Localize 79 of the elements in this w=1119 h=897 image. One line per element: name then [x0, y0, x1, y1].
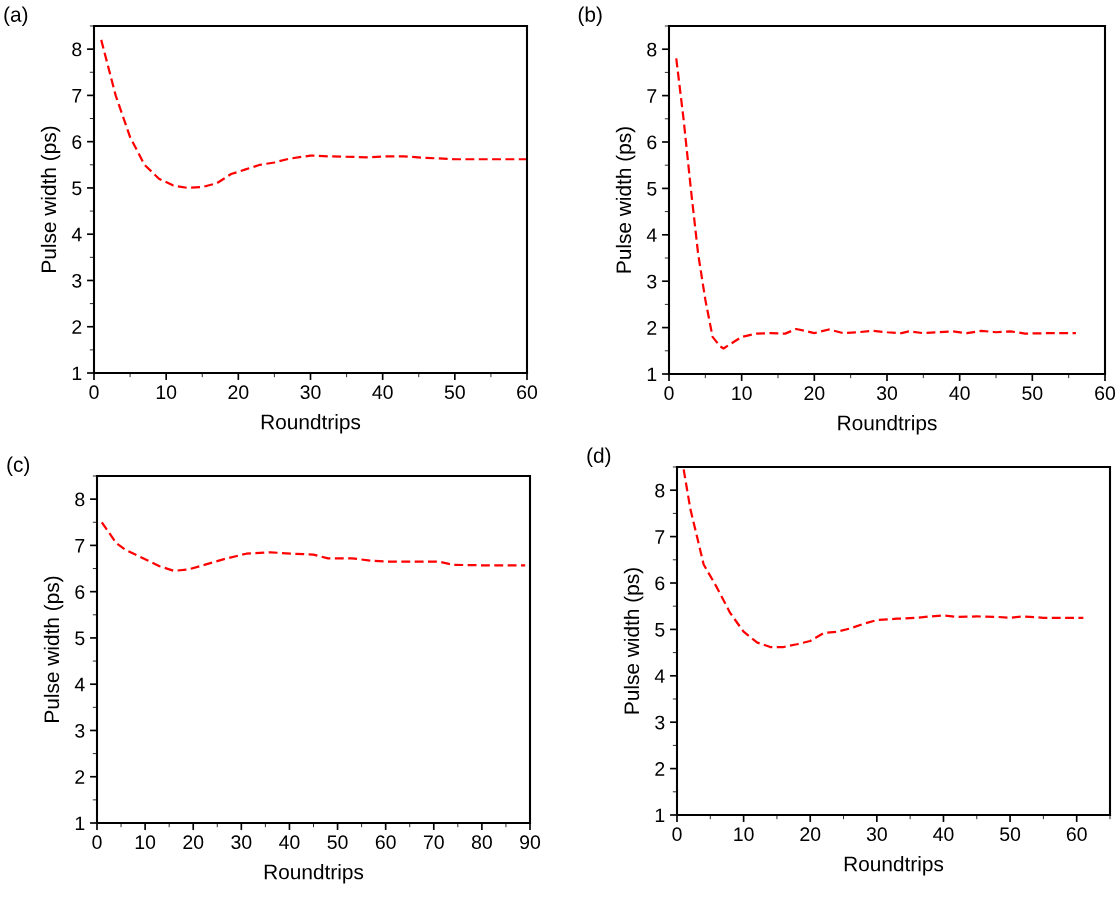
x-tick-label: 0 — [92, 835, 102, 850]
x-tick-label: 40 — [372, 385, 393, 400]
y-tick-label: 6 — [655, 576, 665, 591]
x-tick-label: 80 — [471, 835, 492, 850]
y-tick-label: 7 — [72, 89, 82, 103]
chart-title: (b) — [578, 6, 602, 26]
x-tick-label: 50 — [327, 835, 348, 850]
y-axis-title: Pulse width (ps) — [615, 127, 636, 273]
x-axis-title: Roundtrips — [261, 414, 361, 434]
y-tick-label: 1 — [655, 808, 665, 823]
line-series — [100, 521, 527, 572]
y-axis-title: Pulse width (ps) — [623, 568, 644, 714]
y-tick-label: 7 — [75, 539, 85, 553]
x-tick-label: 50 — [1000, 827, 1021, 842]
x-tick-label: 40 — [933, 827, 954, 842]
x-tick-label: 0 — [664, 386, 674, 401]
x-axis-title: Roundtrips — [844, 856, 944, 876]
x-tick-label: 50 — [1022, 386, 1043, 401]
x-tick-label: 50 — [444, 385, 465, 400]
x-tick-label: 20 — [228, 385, 249, 400]
y-tick-label: 8 — [655, 483, 665, 498]
x-tick-label: 0 — [89, 385, 99, 400]
y-tick-label: 7 — [647, 89, 657, 103]
y-axis-title: Pulse width (ps) — [40, 126, 61, 272]
x-axis-title: Roundtrips — [264, 864, 364, 884]
y-tick-label: 7 — [655, 530, 665, 544]
y-tick-label: 4 — [654, 669, 665, 683]
x-tick-label: 10 — [734, 827, 754, 842]
x-tick-label: 40 — [949, 386, 970, 401]
x-tick-label: 90 — [520, 835, 541, 850]
y-axis-title: Pulse width (ps) — [43, 576, 64, 722]
y-tick-label: 8 — [75, 492, 85, 507]
y-tick-label: 6 — [647, 135, 657, 150]
x-axis-title: Roundtrips — [838, 415, 937, 435]
chart-title: (c) — [7, 456, 30, 476]
y-tick-label: 8 — [647, 42, 657, 57]
x-tick-label: 30 — [876, 386, 898, 401]
x-tick-label: 60 — [517, 385, 538, 400]
line-series — [682, 468, 1085, 649]
x-tick-label: 20 — [183, 835, 204, 850]
x-tick-label: 70 — [423, 835, 444, 850]
x-tick-label: 10 — [135, 835, 156, 850]
y-tick-label: 5 — [72, 181, 82, 196]
y-tick-label: 3 — [655, 715, 665, 730]
x-tick-label: 30 — [866, 827, 887, 842]
x-tick-label: 20 — [800, 827, 821, 842]
y-tick-label: 8 — [72, 42, 82, 57]
line-series — [675, 57, 1078, 350]
y-tick-label: 6 — [72, 135, 82, 149]
y-tick-label: 3 — [75, 723, 85, 738]
y-tick-label: 4 — [74, 677, 85, 692]
x-tick-label: 0 — [672, 827, 682, 842]
y-tick-label: 2 — [72, 320, 82, 334]
x-tick-label: 40 — [279, 835, 300, 850]
x-tick-label: 30 — [231, 835, 252, 850]
x-tick-label: 60 — [1066, 827, 1087, 842]
chart-title: (d) — [587, 447, 611, 467]
y-tick-label: 6 — [75, 585, 85, 599]
y-tick-label: 5 — [655, 623, 665, 637]
x-tick-label: 30 — [300, 385, 321, 400]
y-tick-label: 3 — [72, 273, 82, 288]
y-tick-label: 2 — [655, 762, 665, 776]
y-tick-label: 5 — [647, 182, 657, 196]
y-tick-label: 1 — [647, 367, 657, 382]
y-tick-label: 1 — [72, 366, 82, 381]
y-tick-label: 4 — [646, 228, 657, 242]
y-tick-label: 2 — [75, 770, 85, 784]
y-tick-label: 5 — [75, 631, 85, 646]
y-tick-label: 3 — [647, 274, 657, 289]
line-series — [100, 38, 527, 190]
y-tick-label: 4 — [71, 227, 82, 242]
x-tick-label: 60 — [375, 835, 396, 850]
x-tick-label: 10 — [732, 386, 752, 401]
y-tick-label: 2 — [647, 321, 657, 335]
chart-title: (a) — [4, 6, 28, 26]
x-tick-label: 60 — [1095, 386, 1116, 401]
x-tick-label: 10 — [156, 385, 177, 400]
x-tick-label: 20 — [804, 386, 825, 401]
y-tick-label: 1 — [75, 816, 85, 831]
